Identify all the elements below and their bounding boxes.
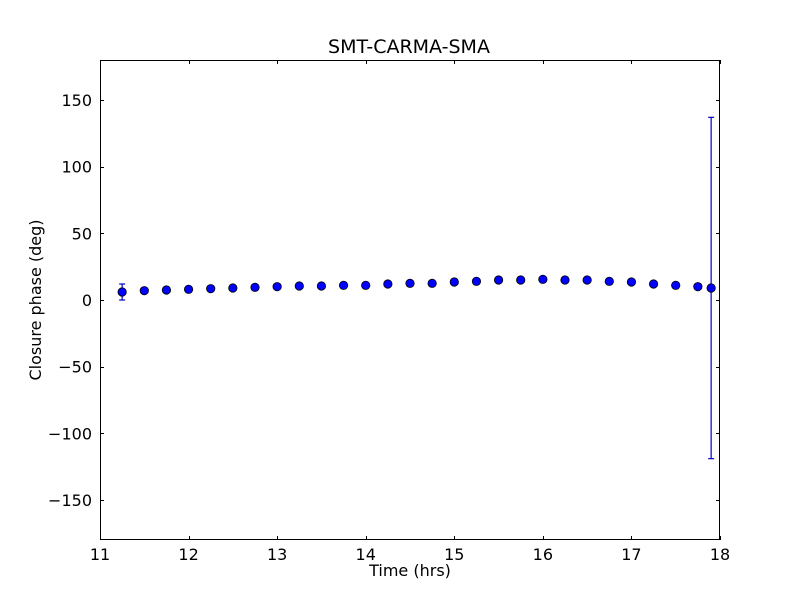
data-point <box>228 283 238 293</box>
data-point <box>272 282 282 292</box>
data-point <box>538 274 548 284</box>
data-point <box>560 275 570 285</box>
chart-title: SMT-CARMA-SMA <box>328 36 490 58</box>
data-point <box>206 284 216 294</box>
data-point <box>693 282 703 292</box>
x-tick-label: 17 <box>621 545 641 564</box>
data-point <box>648 279 659 289</box>
x-tick-label: 14 <box>356 545 376 564</box>
x-tick-label: 16 <box>533 545 553 564</box>
y-tick-label: −100 <box>48 424 92 443</box>
data-point <box>361 280 371 290</box>
y-axis-title: Closure phase (deg) <box>26 219 45 380</box>
data-point <box>338 280 349 290</box>
x-tick-label: 12 <box>178 545 198 564</box>
y-tick-label: 150 <box>61 91 92 110</box>
x-tick-label: 13 <box>267 545 287 564</box>
plot-marks <box>117 116 716 460</box>
y-tick-label: −150 <box>48 491 92 510</box>
data-point <box>626 277 637 287</box>
data-point <box>316 281 327 291</box>
data-point <box>139 286 149 296</box>
data-point <box>493 275 504 285</box>
data-point <box>604 276 614 286</box>
data-point <box>706 283 716 293</box>
y-axis: 150 100 50 0 −50 −100 −150 <box>48 91 720 510</box>
data-point <box>449 277 459 287</box>
data-point <box>294 281 304 291</box>
data-point <box>405 278 415 288</box>
x-tick-label: 15 <box>444 545 464 564</box>
x-tick-label: 18 <box>710 545 730 564</box>
data-point <box>471 276 482 286</box>
y-tick-label: −50 <box>58 358 92 377</box>
data-point <box>161 285 172 295</box>
data-point <box>117 287 127 297</box>
data-point <box>183 284 194 294</box>
x-axis: 11 12 13 14 15 16 17 18 <box>90 60 730 564</box>
y-tick-label: 100 <box>61 158 92 177</box>
y-tick-label: 50 <box>72 224 92 243</box>
data-point <box>516 275 526 285</box>
data-point <box>671 280 681 290</box>
data-point <box>582 275 592 285</box>
data-point <box>383 279 393 289</box>
data-point <box>427 278 437 288</box>
data-point <box>250 282 260 292</box>
y-tick-label: 0 <box>82 291 92 310</box>
x-tick-label: 11 <box>90 545 110 564</box>
x-axis-title: Time (hrs) <box>368 561 451 580</box>
plot-frame <box>100 60 720 540</box>
